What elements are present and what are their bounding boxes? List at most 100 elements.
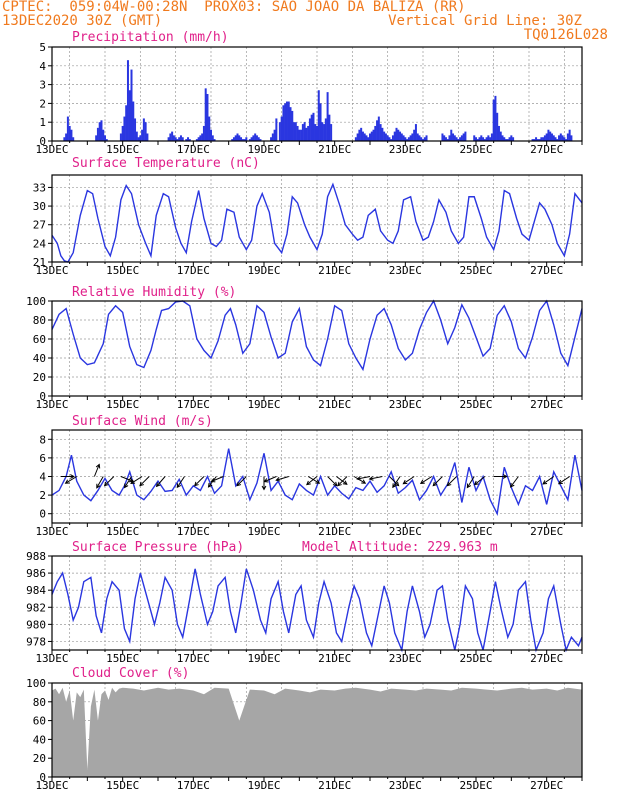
precip-bar bbox=[503, 137, 506, 141]
wind-arrow-head bbox=[139, 481, 144, 487]
precip-bar bbox=[130, 69, 133, 141]
precip-bar bbox=[271, 133, 274, 141]
precip-bar bbox=[476, 139, 479, 141]
x-tick-label: 13DEC bbox=[35, 264, 68, 277]
wind-arrow-shaft bbox=[236, 476, 247, 487]
precip-bar bbox=[188, 139, 191, 141]
precip-bar bbox=[388, 137, 391, 141]
precip-bar bbox=[464, 131, 467, 141]
panel-2: 0 20 40 60 80 100 13DEC 15DEC 17DEC 19DEC 21DEC 23D… bbox=[26, 295, 583, 411]
wind-arrow bbox=[389, 476, 400, 487]
precip-bar bbox=[418, 135, 421, 141]
wind-arrow-shaft bbox=[120, 476, 134, 482]
precip-bar bbox=[508, 137, 511, 141]
wind-arrow bbox=[446, 476, 457, 487]
model-altitude: Model Altitude: 229.963 m bbox=[302, 540, 498, 555]
wind-arrow-shaft bbox=[130, 476, 143, 484]
x-tick-label: 23DEC bbox=[389, 398, 422, 411]
wind-arrow-shaft bbox=[176, 476, 185, 488]
panel-frame bbox=[51, 555, 583, 651]
precip-bar bbox=[314, 124, 317, 141]
precip-bar bbox=[358, 129, 361, 141]
precip-bar bbox=[238, 135, 241, 141]
precip-bar bbox=[425, 135, 428, 141]
y-tick-label: 40 bbox=[33, 733, 46, 746]
precip-bar bbox=[402, 135, 405, 141]
precip-bar bbox=[450, 129, 453, 141]
wind-arrow-shaft bbox=[357, 476, 371, 480]
precip-bar bbox=[441, 133, 444, 141]
y-tick-label: 20 bbox=[33, 371, 46, 384]
x-tick-label: 19DEC bbox=[247, 398, 280, 411]
series-line bbox=[51, 448, 583, 516]
precip-bar bbox=[506, 139, 509, 141]
wind-arrow-shaft bbox=[510, 476, 519, 488]
x-tick-label: 15DEC bbox=[106, 652, 139, 665]
precip-bar bbox=[98, 122, 101, 141]
wind-arrow-head bbox=[194, 481, 199, 487]
precip-bar bbox=[475, 137, 477, 141]
precip-bar bbox=[543, 135, 546, 141]
wind-arrow-shaft bbox=[447, 476, 457, 487]
precip-bar bbox=[566, 133, 569, 141]
wind-arrow bbox=[473, 476, 486, 486]
y-tick-label: 3 bbox=[39, 79, 46, 92]
y-tick-label: 0 bbox=[39, 771, 46, 784]
x-tick-label: 21DEC bbox=[318, 143, 351, 156]
y-tick-label: 100 bbox=[26, 295, 46, 308]
precip-bar bbox=[243, 139, 246, 141]
wind-arrow bbox=[176, 476, 185, 489]
panel-1: 21 24 27 30 33 13DEC 15DEC 17DEC 19DEC 21DEC 23DEC… bbox=[33, 174, 583, 277]
precip-bar bbox=[558, 135, 561, 141]
precip-bar bbox=[291, 110, 294, 141]
precip-bar bbox=[278, 122, 281, 141]
precip-bar bbox=[234, 135, 237, 141]
y-tick-label: 30 bbox=[33, 200, 46, 213]
precip-bar bbox=[399, 131, 402, 141]
wind-title: Surface Wind (m/s) bbox=[72, 414, 213, 429]
x-tick-label: 27DEC bbox=[530, 525, 563, 538]
precip-bar bbox=[365, 135, 368, 141]
wind-arrow bbox=[307, 476, 321, 484]
wind-arrow-shaft bbox=[211, 476, 224, 482]
wind-arrow-head bbox=[402, 479, 408, 485]
y-tick-label: 60 bbox=[33, 715, 46, 728]
precip-bar bbox=[483, 139, 486, 141]
precip-bar bbox=[275, 118, 278, 141]
x-tick-label: 17DEC bbox=[177, 779, 210, 792]
precip-bar bbox=[139, 135, 142, 141]
precip-bar bbox=[250, 137, 253, 141]
x-tick-label: 25DEC bbox=[459, 143, 492, 156]
x-tick-label: 25DEC bbox=[459, 264, 492, 277]
wind-arrow-head bbox=[176, 483, 182, 489]
precip-bar bbox=[195, 139, 198, 141]
precip-bar bbox=[568, 129, 571, 141]
precip-bar bbox=[319, 103, 322, 141]
precip-bar bbox=[570, 135, 573, 141]
x-tick-label: 19DEC bbox=[247, 264, 280, 277]
precip-bar bbox=[552, 135, 555, 141]
precip-bar bbox=[128, 90, 131, 141]
wind-arrow-shaft bbox=[306, 476, 318, 486]
precip-bar bbox=[323, 124, 326, 141]
wind-arrow bbox=[103, 476, 115, 487]
precipitation-title: Precipitation (mm/h) bbox=[72, 30, 229, 45]
wind-arrow-head bbox=[95, 463, 101, 469]
precip-bar bbox=[423, 137, 426, 141]
wind-arrow-shaft bbox=[276, 476, 289, 481]
y-tick-label: 24 bbox=[33, 237, 47, 250]
wind-arrow-head bbox=[128, 477, 134, 483]
precip-bar bbox=[381, 127, 384, 141]
y-tick-label: 4 bbox=[39, 60, 46, 73]
precip-bar bbox=[330, 124, 333, 141]
precip-bar bbox=[317, 90, 320, 141]
precip-bar bbox=[510, 135, 513, 141]
wind-arrow bbox=[337, 476, 348, 487]
precip-bar bbox=[202, 125, 205, 141]
wind-arrow bbox=[466, 476, 475, 489]
precip-bar bbox=[538, 139, 541, 141]
precip-bar bbox=[187, 137, 190, 141]
wind-arrow-head bbox=[130, 479, 136, 484]
precip-bar bbox=[554, 137, 557, 141]
